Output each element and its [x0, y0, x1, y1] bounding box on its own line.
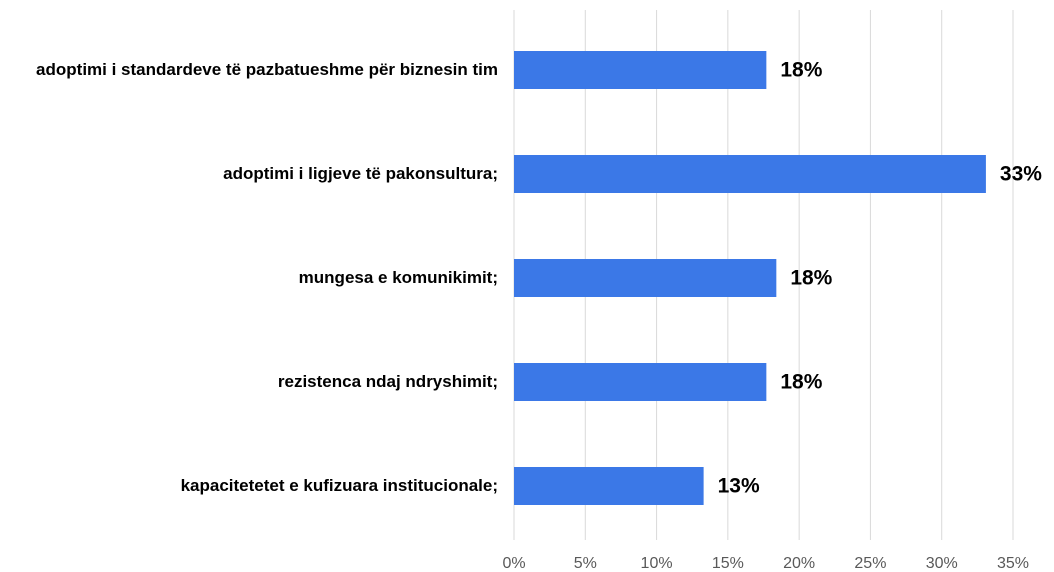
x-tick-label: 25% [854, 555, 886, 572]
y-tick-label: kapacitetetet e kufizuara institucionale… [180, 476, 498, 495]
y-tick-label: rezistenca ndaj ndryshimit; [277, 372, 498, 391]
x-tick-label: 5% [574, 555, 597, 572]
value-label: 18% [790, 267, 832, 290]
x-tick-label: 30% [926, 555, 958, 572]
y-tick-label: mungesa e komunikimit; [298, 268, 498, 287]
y-tick-label: adoptimi i ligjeve të pakonsultura; [223, 164, 498, 183]
y-tick-label: adoptimi i standardeve të pazbatueshme p… [36, 60, 498, 79]
x-tick-label: 20% [783, 555, 815, 572]
x-tick-label: 10% [641, 555, 673, 572]
x-tick-label: 35% [997, 555, 1029, 572]
bar [514, 259, 777, 297]
value-label: 13% [718, 475, 760, 498]
value-label: 18% [780, 59, 822, 82]
x-tick-label: 0% [502, 555, 525, 572]
bar [514, 155, 986, 193]
x-tick-label: 15% [712, 555, 744, 572]
bar [514, 51, 767, 89]
value-label: 33% [1000, 163, 1042, 186]
value-label: 18% [780, 371, 822, 394]
bar [514, 467, 704, 505]
bar [514, 363, 767, 401]
